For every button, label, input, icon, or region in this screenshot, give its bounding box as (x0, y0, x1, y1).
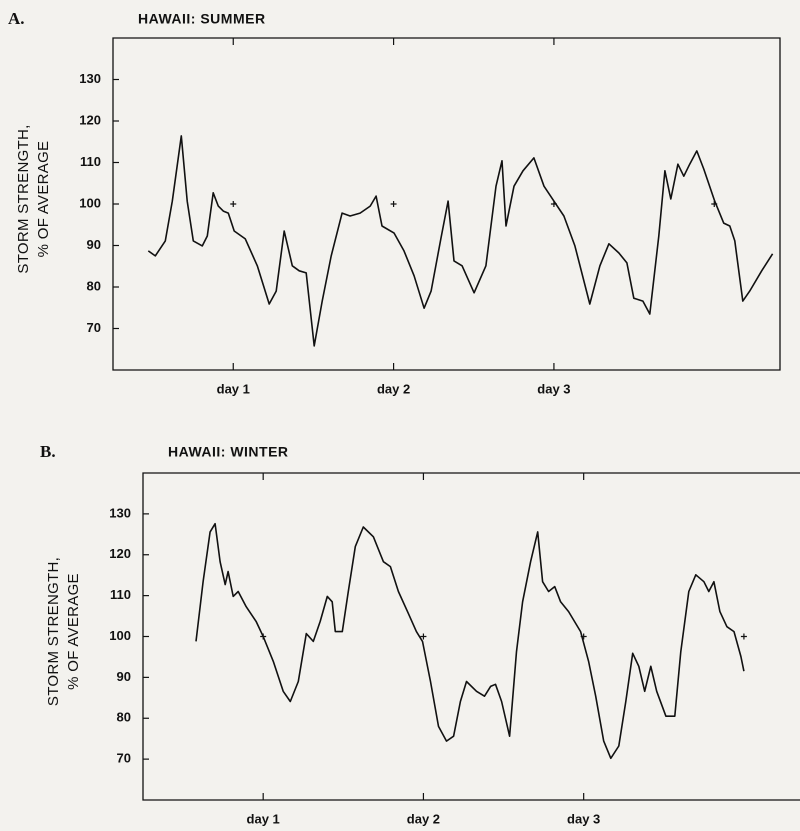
x-tick-label: day 3 (537, 381, 570, 396)
y-tick-label: 130 (79, 71, 101, 86)
chart-panel: A. HAWAII: SUMMER STORM STRENGTH,% OF AVER… (8, 9, 781, 396)
chart-panel: B. HAWAII: WINTER STORM STRENGTH,% OF AVER… (40, 442, 800, 826)
average-marker (420, 633, 427, 640)
panel-label: B. (40, 442, 56, 461)
y-tick-label: 70 (117, 751, 131, 766)
average-marker (260, 633, 267, 640)
x-tick-label: day 2 (407, 811, 440, 826)
x-tick-label: day 1 (217, 381, 250, 396)
y-tick-label: 100 (79, 195, 101, 210)
y-tick-label: 90 (87, 237, 101, 252)
y-tick-label: 80 (87, 278, 101, 293)
y-tick-label: 110 (110, 587, 131, 602)
average-marker (740, 633, 747, 640)
y-tick-label: 80 (117, 710, 131, 725)
y-axis-label: % OF AVERAGE (65, 573, 82, 690)
plot-frame (112, 37, 781, 371)
chart-title: HAWAII: SUMMER (138, 11, 266, 27)
average-marker (580, 633, 587, 640)
average-marker (390, 201, 397, 207)
y-axis-label: % OF AVERAGE (35, 141, 52, 258)
y-axis-label: STORM STRENGTH, (45, 557, 62, 706)
average-marker (550, 201, 557, 207)
y-tick-label: 110 (80, 154, 101, 169)
chart-title: HAWAII: WINTER (168, 444, 289, 460)
storm-trace (147, 135, 774, 347)
x-tick-label: day 3 (567, 811, 600, 826)
storm-trace (195, 522, 745, 760)
plot-frame (142, 472, 800, 801)
y-tick-label: 100 (109, 628, 131, 643)
average-marker (711, 201, 718, 207)
y-tick-label: 130 (109, 505, 131, 520)
panel-label: A. (8, 9, 25, 28)
x-tick-label: day 1 (247, 811, 280, 826)
y-tick-label: 120 (109, 546, 131, 561)
y-axis-label: STORM STRENGTH, (15, 124, 32, 273)
average-marker (230, 201, 237, 207)
x-tick-label: day 2 (377, 381, 410, 396)
y-tick-label: 70 (87, 320, 101, 335)
y-tick-label: 120 (79, 112, 101, 127)
y-tick-label: 90 (117, 669, 131, 684)
